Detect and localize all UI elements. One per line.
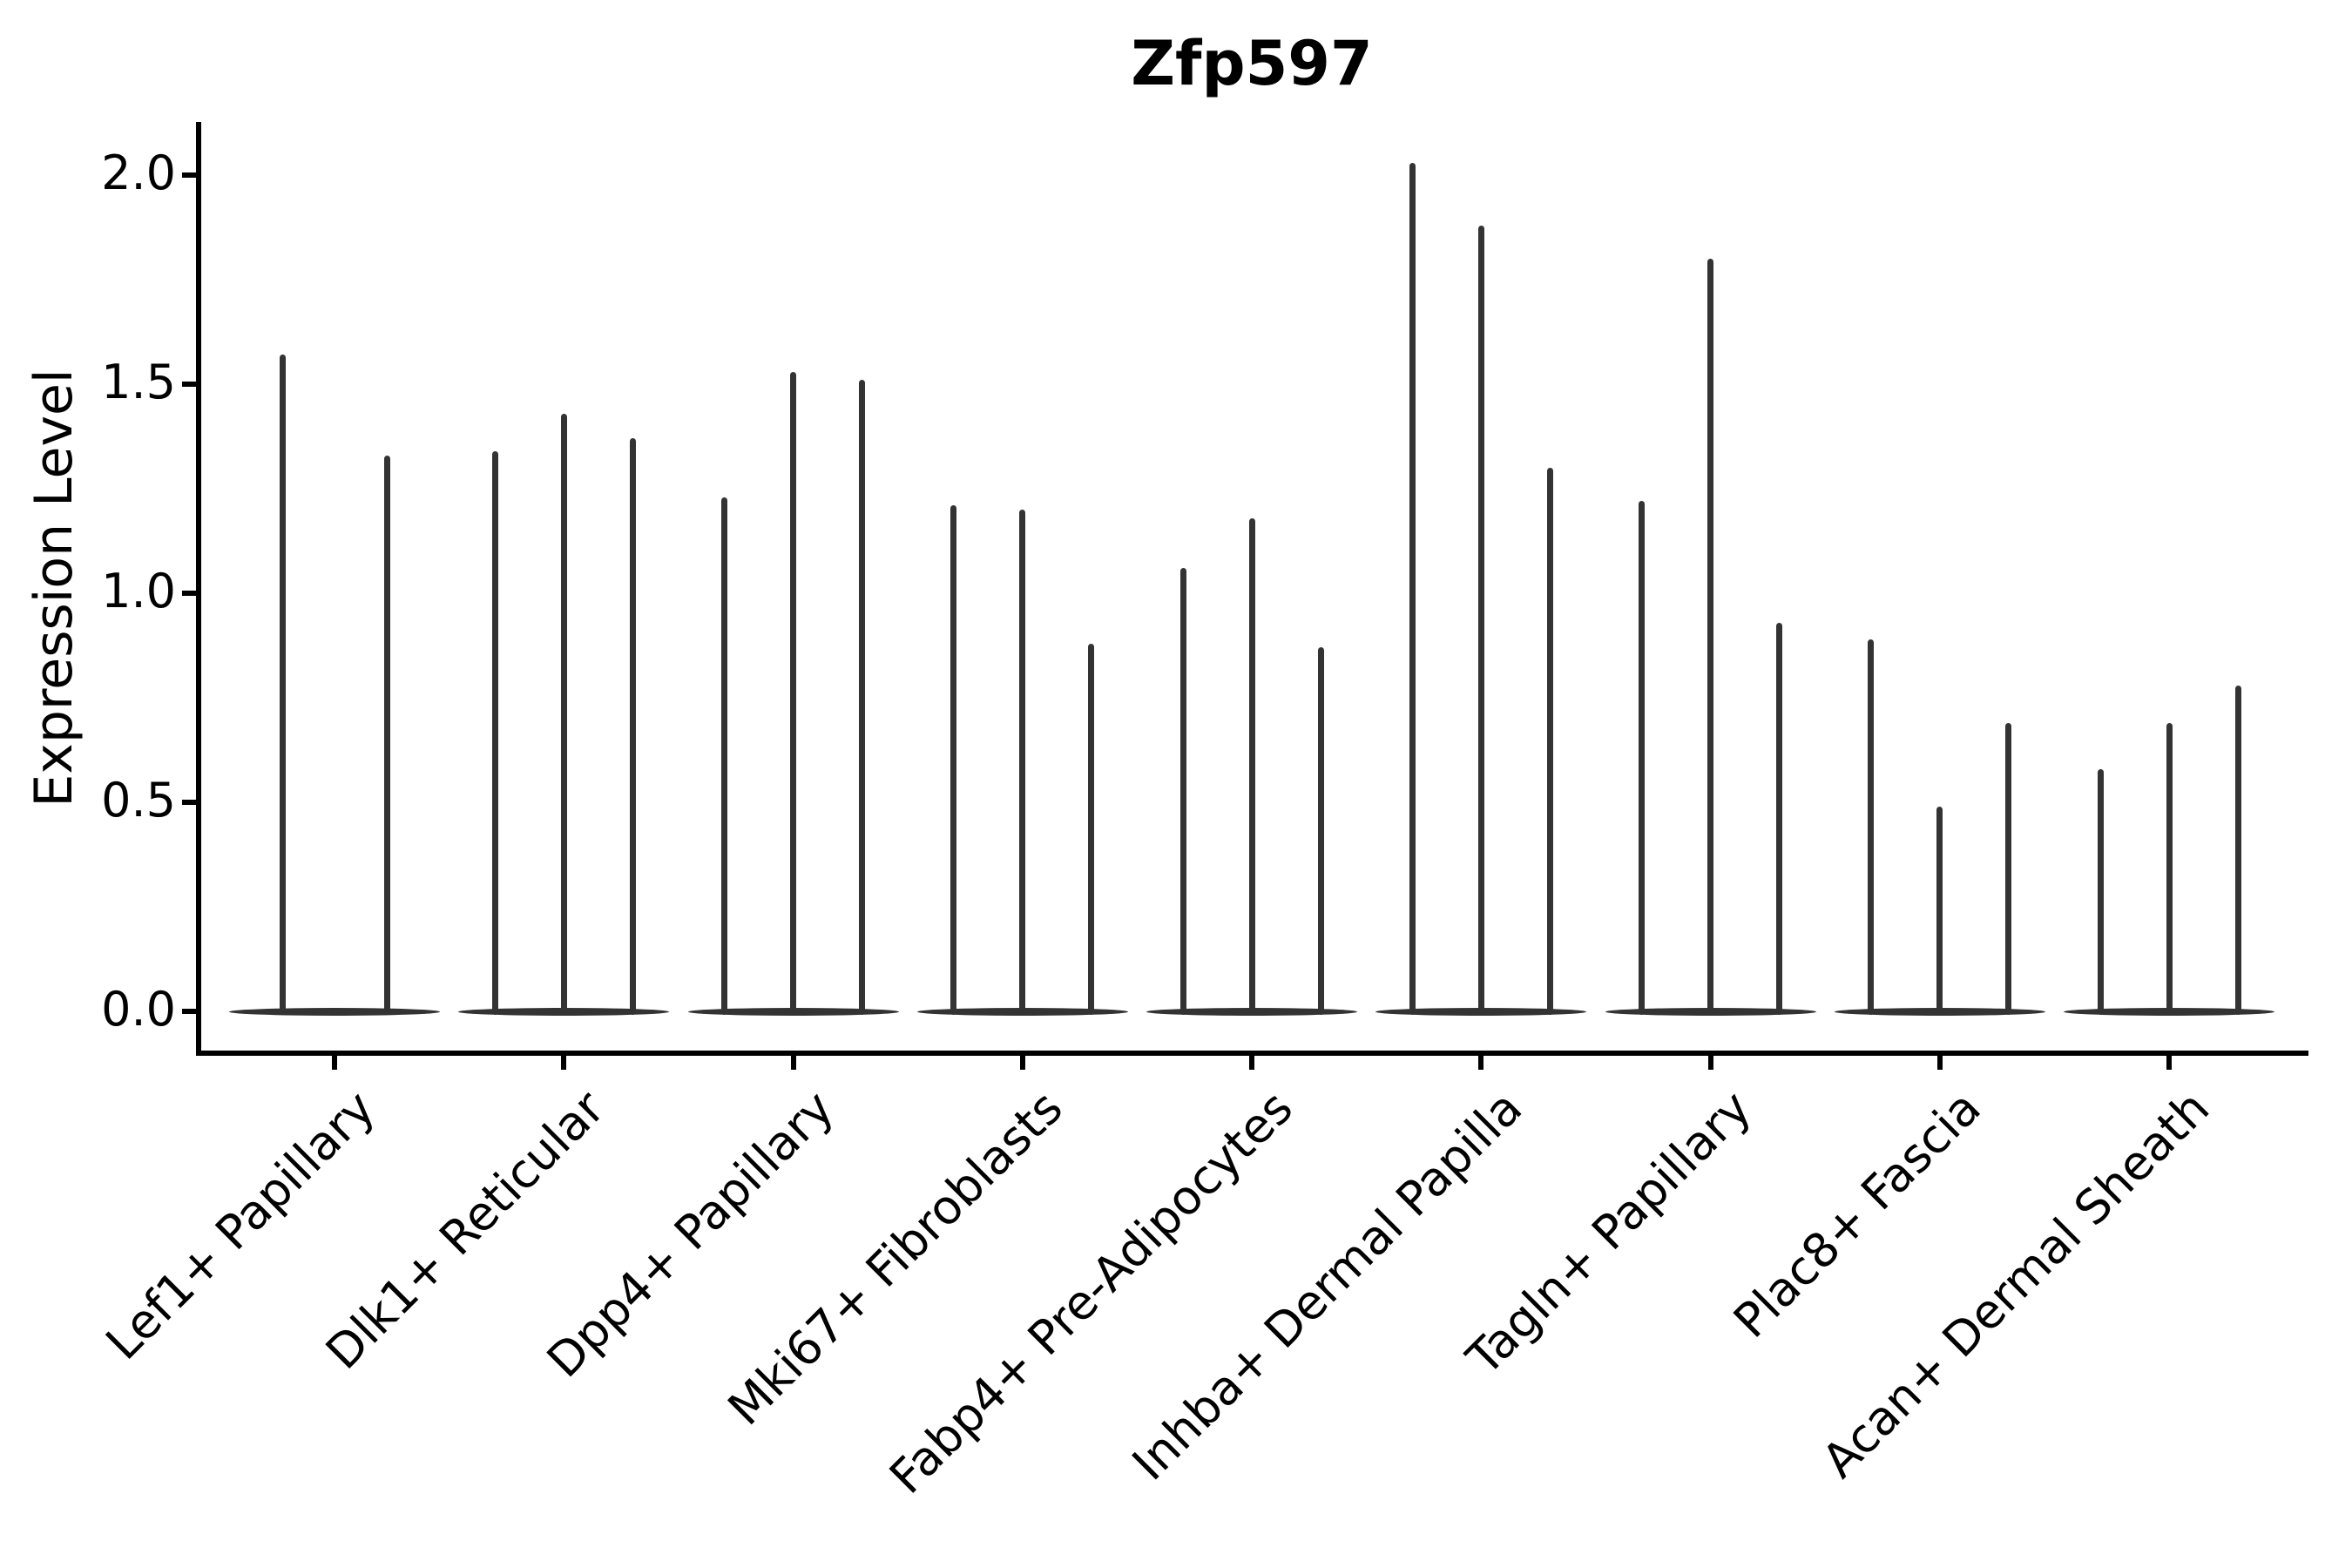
violin-spike [1707, 259, 1713, 1015]
violin-spike [2166, 722, 2173, 1015]
x-tick-mark [2166, 1056, 2172, 1070]
violin-spike [1088, 643, 1095, 1015]
violin-spike [1546, 468, 1553, 1015]
x-tick-label-text: Plac8+ Fascia [1722, 1080, 1991, 1348]
x-tick-mark [790, 1056, 796, 1070]
violin-spike [1477, 225, 1484, 1015]
x-tick-label-text: Inhba+ Dermal Papilla [1121, 1080, 1532, 1491]
violin-spike [1409, 162, 1416, 1015]
chart-title: Zfp597 [1131, 28, 1373, 99]
x-tick-mark [1249, 1056, 1254, 1070]
x-tick-mark [1478, 1056, 1484, 1070]
violin-spike [1248, 517, 1255, 1015]
violin-baseline [229, 1007, 440, 1016]
violin-spike [2234, 685, 2241, 1015]
violin-spike [1936, 806, 1943, 1015]
violin-spike [1317, 647, 1324, 1015]
y-axis-spine [196, 122, 201, 1056]
y-tick-label: 0.0 [101, 981, 176, 1037]
y-tick-label: 1.5 [101, 354, 176, 409]
violin-spike [1019, 510, 1026, 1015]
y-tick-mark [182, 1009, 196, 1014]
violin-spike [491, 450, 498, 1015]
y-tick-mark [182, 382, 196, 387]
y-tick-label: 2.0 [101, 145, 176, 200]
x-tick-mark [1019, 1056, 1025, 1070]
y-tick-mark [182, 172, 196, 178]
violin-spike [721, 497, 727, 1015]
violin-spike [1179, 568, 1186, 1015]
violin-spike [1639, 501, 1645, 1015]
x-axis-spine [196, 1051, 2308, 1056]
violin-spike [629, 438, 636, 1015]
violin-spike [560, 413, 567, 1015]
violin-spike [950, 505, 957, 1015]
violin-spike [279, 355, 286, 1015]
violin-spike [383, 455, 390, 1015]
violin-spike [2097, 768, 2104, 1015]
x-tick-mark [561, 1056, 567, 1070]
x-tick-mark [332, 1056, 337, 1070]
x-tick-label-text: Fabp4+ Pre-Adipocytes [878, 1080, 1303, 1504]
y-tick-label: 0.5 [101, 772, 176, 828]
y-tick-mark [182, 800, 196, 805]
violin-spike [2005, 722, 2012, 1015]
x-tick-mark [1707, 1056, 1713, 1070]
violin-spike [1776, 622, 1782, 1015]
x-tick-mark [1936, 1056, 1943, 1070]
y-tick-label: 1.0 [101, 563, 176, 618]
violin-spike [859, 380, 865, 1015]
violin-spike [1868, 639, 1875, 1015]
violin-spike [790, 371, 796, 1015]
x-tick-label-text: Acan+ Dermal Sheath [1812, 1080, 2220, 1489]
y-tick-mark [182, 591, 196, 596]
